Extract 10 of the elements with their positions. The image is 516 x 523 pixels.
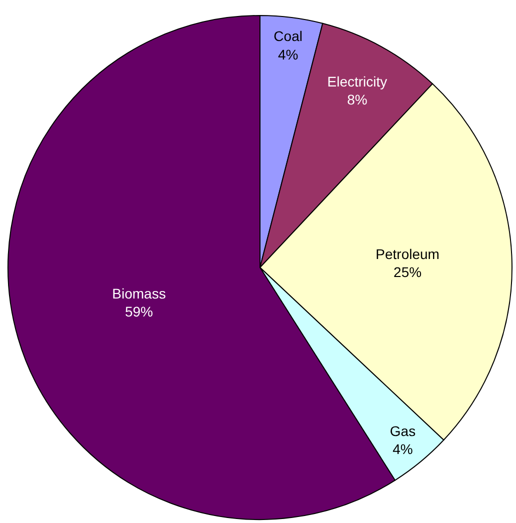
data-label: 8% [347, 92, 368, 108]
data-label: 4% [392, 441, 413, 458]
slice-label: Petroleum [376, 246, 440, 262]
data-label: 59% [124, 304, 154, 320]
slice-label: Electricity [327, 74, 388, 90]
slice-label: Biomass [112, 286, 166, 302]
data-label: 25% [394, 264, 422, 280]
slice-label: Gas [390, 422, 416, 439]
data-label: 4% [278, 46, 298, 62]
slice-label: Coal [274, 28, 302, 44]
